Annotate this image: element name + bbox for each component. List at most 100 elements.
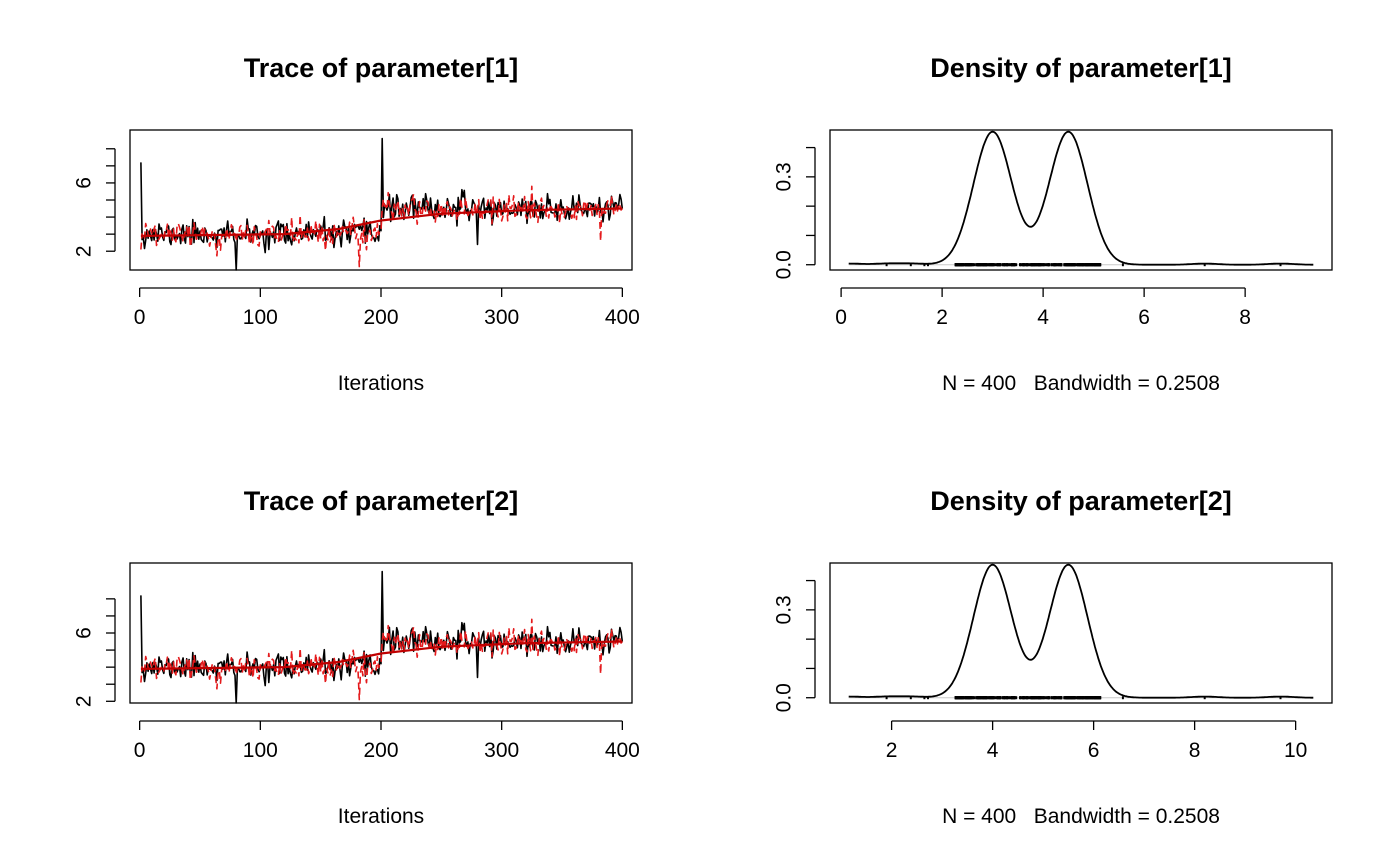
trace-panel-1: Trace of parameter[1] 0 100 200 300 400 2 6 It… <box>73 53 640 395</box>
rug-mark <box>987 696 990 700</box>
rug-mark <box>979 696 982 700</box>
rug-mark <box>1033 263 1036 267</box>
rug-mark <box>968 263 971 267</box>
rug-mark <box>1098 696 1101 700</box>
rug-mark <box>1046 263 1049 267</box>
rug-mark <box>1043 696 1046 700</box>
plot-frame <box>829 562 1333 704</box>
rug-mark <box>994 263 997 267</box>
trace-2-plot-area: 0 100 200 300 400 2 6 <box>73 562 640 762</box>
rug-mark <box>1053 263 1056 267</box>
trace-2-title: Trace of parameter[2] <box>244 486 519 516</box>
density-2-plot-area: 2 4 6 8 10 0.0 0.3 <box>773 562 1333 762</box>
rug-mark <box>1094 263 1097 267</box>
rug-mark <box>885 696 888 700</box>
rug-mark <box>1042 263 1045 267</box>
rug-mark <box>1048 263 1051 267</box>
rug-mark <box>975 263 978 267</box>
rug-mark <box>1029 263 1032 267</box>
y-tick-label: 0.3 <box>773 595 796 624</box>
y-tick-label: 0.3 <box>773 162 796 191</box>
rug-mark <box>964 696 967 700</box>
rug-mark <box>979 263 982 267</box>
rug-mark <box>1046 696 1049 700</box>
rug-mark <box>1121 696 1124 700</box>
rug-mark <box>991 263 994 267</box>
rug-mark <box>1035 696 1038 700</box>
rug-mark <box>964 263 967 267</box>
rug-mark <box>1063 263 1066 267</box>
x-tick-label: 100 <box>243 739 278 762</box>
rug-mark <box>1203 696 1206 700</box>
rug-mark <box>1053 696 1056 700</box>
rug-mark <box>1010 696 1013 700</box>
rug-mark <box>1050 263 1053 267</box>
density-panel-2: Density of parameter[2] 2 4 6 8 10 0.0 0.3 N =… <box>773 486 1333 828</box>
y-tick-label: 2 <box>73 695 96 707</box>
rug-mark <box>1048 696 1051 700</box>
y-tick-label: 0.0 <box>773 683 796 712</box>
rug-mark <box>1096 696 1099 700</box>
plot-frame <box>129 129 633 271</box>
rug-mark <box>1065 263 1068 267</box>
x-tick-label: 400 <box>605 739 640 762</box>
chain-1-trace-line <box>140 137 624 271</box>
rug-mark <box>1038 696 1041 700</box>
rug-mark <box>1023 263 1026 267</box>
x-tick-label: 4 <box>1037 306 1049 329</box>
y-tick-label: 6 <box>73 177 96 189</box>
rug-mark <box>1084 263 1087 267</box>
rug-mark <box>1071 696 1074 700</box>
rug-mark <box>1081 696 1084 700</box>
rug-mark <box>1050 696 1053 700</box>
rug-mark <box>985 696 988 700</box>
smoothed-mean-line <box>140 207 623 237</box>
rug-mark <box>997 696 1000 700</box>
rug-mark <box>1026 263 1029 267</box>
rug-mark <box>1069 263 1072 267</box>
rug-mark <box>1057 696 1060 700</box>
x-tick-label: 2 <box>936 306 948 329</box>
rug-mark <box>1087 696 1090 700</box>
rug-mark <box>1279 696 1282 700</box>
trace-1-x-axis-label: Iterations <box>338 372 424 395</box>
rug-mark <box>1090 263 1093 267</box>
rug-mark <box>1001 263 1004 267</box>
rug-mark <box>966 696 969 700</box>
x-tick-label: 8 <box>1189 739 1201 762</box>
rug-mark <box>923 696 926 700</box>
rug-mark <box>923 263 926 267</box>
x-tick-label: 10 <box>1284 739 1307 762</box>
rug-mark <box>1040 696 1043 700</box>
rug-mark <box>1084 696 1087 700</box>
rug-mark <box>1035 263 1038 267</box>
rug-mark <box>1015 263 1018 267</box>
x-tick-label: 0 <box>835 306 847 329</box>
rug-mark <box>961 263 964 267</box>
rug-mark <box>992 696 995 700</box>
rug-mark <box>1069 696 1072 700</box>
rug-mark <box>1075 263 1078 267</box>
rug-mark <box>969 263 972 267</box>
x-tick-label: 300 <box>484 739 519 762</box>
x-tick-label: 8 <box>1239 306 1251 329</box>
rug-mark <box>991 696 994 700</box>
x-tick-label: 4 <box>987 739 999 762</box>
rug-mark <box>1094 696 1097 700</box>
rug-mark <box>1045 696 1048 700</box>
rug-mark <box>1071 263 1074 267</box>
y-tick-label: 6 <box>73 627 96 639</box>
y-tick-label: 0.0 <box>773 250 796 279</box>
rug-mark <box>972 263 975 267</box>
rug-mark <box>1009 263 1012 267</box>
rug-mark <box>954 696 957 700</box>
rug-mark <box>1031 263 1034 267</box>
density-1-x-axis-label: N = 400 Bandwidth = 0.2508 <box>942 372 1220 395</box>
rug-mark <box>1007 696 1010 700</box>
rug-mark <box>1023 696 1026 700</box>
rug-mark <box>1078 263 1081 267</box>
x-tick-label: 2 <box>886 739 898 762</box>
rug-mark <box>969 696 972 700</box>
rug-mark <box>1073 263 1076 267</box>
